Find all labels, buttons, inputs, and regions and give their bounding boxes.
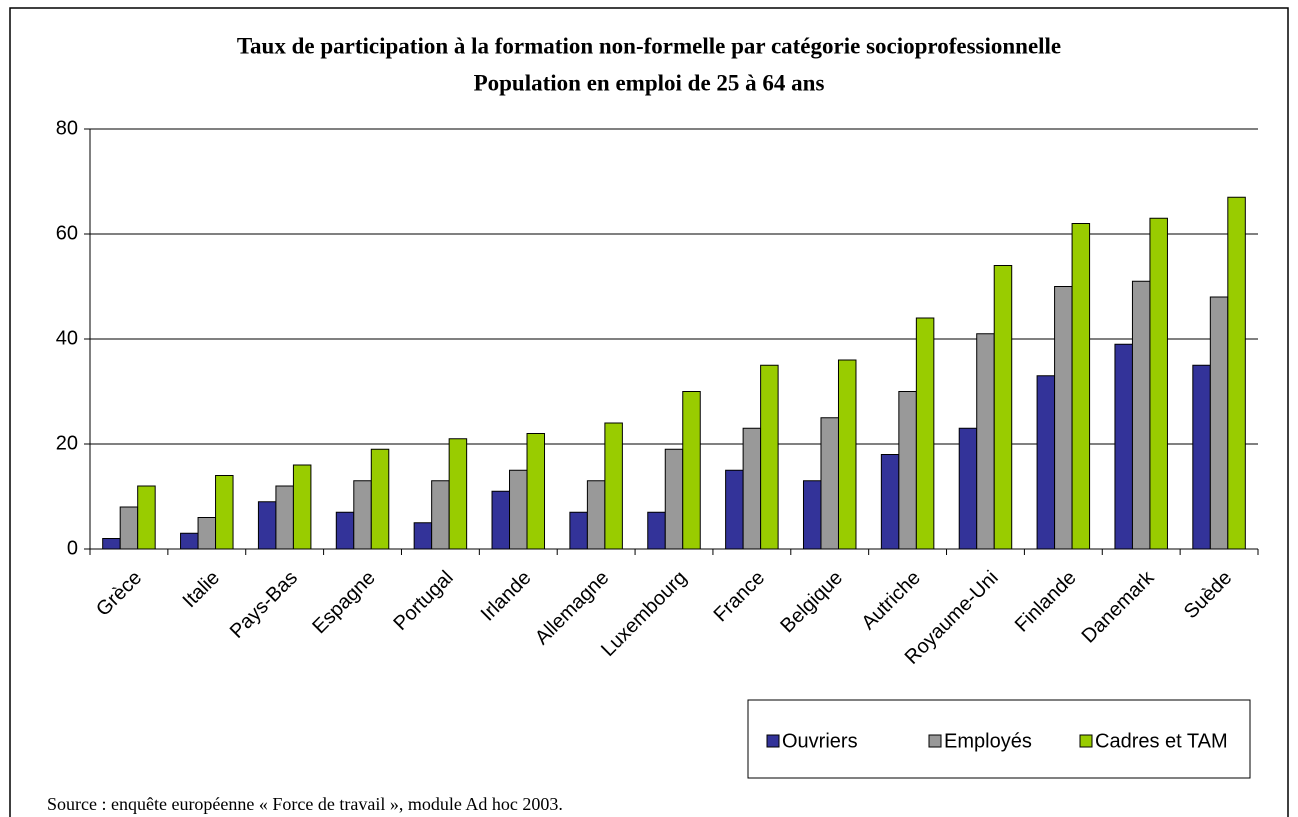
legend-swatch xyxy=(928,734,942,748)
chart-title: Taux de participation à la formation non… xyxy=(237,33,1061,58)
bar xyxy=(1071,223,1091,550)
bar xyxy=(1227,196,1246,550)
bar xyxy=(431,480,450,550)
bar xyxy=(491,490,511,550)
bar xyxy=(1054,286,1073,550)
bar xyxy=(370,448,390,550)
bar xyxy=(820,417,839,550)
bar xyxy=(1209,296,1229,550)
bar xyxy=(119,506,139,550)
bar xyxy=(197,517,217,550)
y-tick-label: 80 xyxy=(56,117,78,139)
y-tick-label: 20 xyxy=(56,432,78,454)
y-tick-label: 40 xyxy=(56,327,78,349)
bar xyxy=(180,532,199,550)
bar xyxy=(682,391,701,550)
bar xyxy=(604,422,623,550)
bar xyxy=(1036,375,1056,550)
bar xyxy=(742,427,762,550)
bar xyxy=(880,454,900,550)
bar xyxy=(915,317,935,550)
bar xyxy=(760,364,779,550)
legend-label: Employés xyxy=(944,730,1032,752)
bar xyxy=(335,511,355,550)
bar xyxy=(993,265,1013,550)
bar xyxy=(137,485,156,550)
bar xyxy=(725,469,744,550)
bar xyxy=(353,480,372,550)
bar xyxy=(526,433,546,550)
bar xyxy=(215,475,234,550)
bar xyxy=(292,464,312,550)
legend-swatch xyxy=(766,734,780,748)
bar xyxy=(1192,364,1211,550)
bar xyxy=(509,469,528,550)
legend-box xyxy=(747,699,1251,779)
chart-subtitle: Population en emploi de 25 à 64 ans xyxy=(474,70,825,95)
bar xyxy=(837,359,857,550)
bar xyxy=(1131,280,1151,550)
bar xyxy=(802,480,822,550)
bar xyxy=(898,391,917,550)
legend-swatch xyxy=(1079,734,1093,748)
bar xyxy=(1149,217,1168,550)
bar xyxy=(413,522,433,550)
source-note: Source : enquête européenne « Force de t… xyxy=(47,794,563,814)
legend-label: Ouvriers xyxy=(782,730,858,752)
bar xyxy=(275,485,294,550)
bar xyxy=(257,501,277,550)
y-tick-label: 60 xyxy=(56,222,78,244)
bar xyxy=(664,448,684,550)
legend-label: Cadres et TAM xyxy=(1095,730,1228,752)
bar xyxy=(1114,343,1133,550)
bar xyxy=(958,427,978,550)
bar xyxy=(586,480,606,550)
y-tick-label: 0 xyxy=(67,537,78,559)
bar xyxy=(102,538,121,550)
bar xyxy=(976,333,995,550)
bar xyxy=(647,511,666,550)
bar xyxy=(569,511,588,550)
bar xyxy=(448,438,468,550)
